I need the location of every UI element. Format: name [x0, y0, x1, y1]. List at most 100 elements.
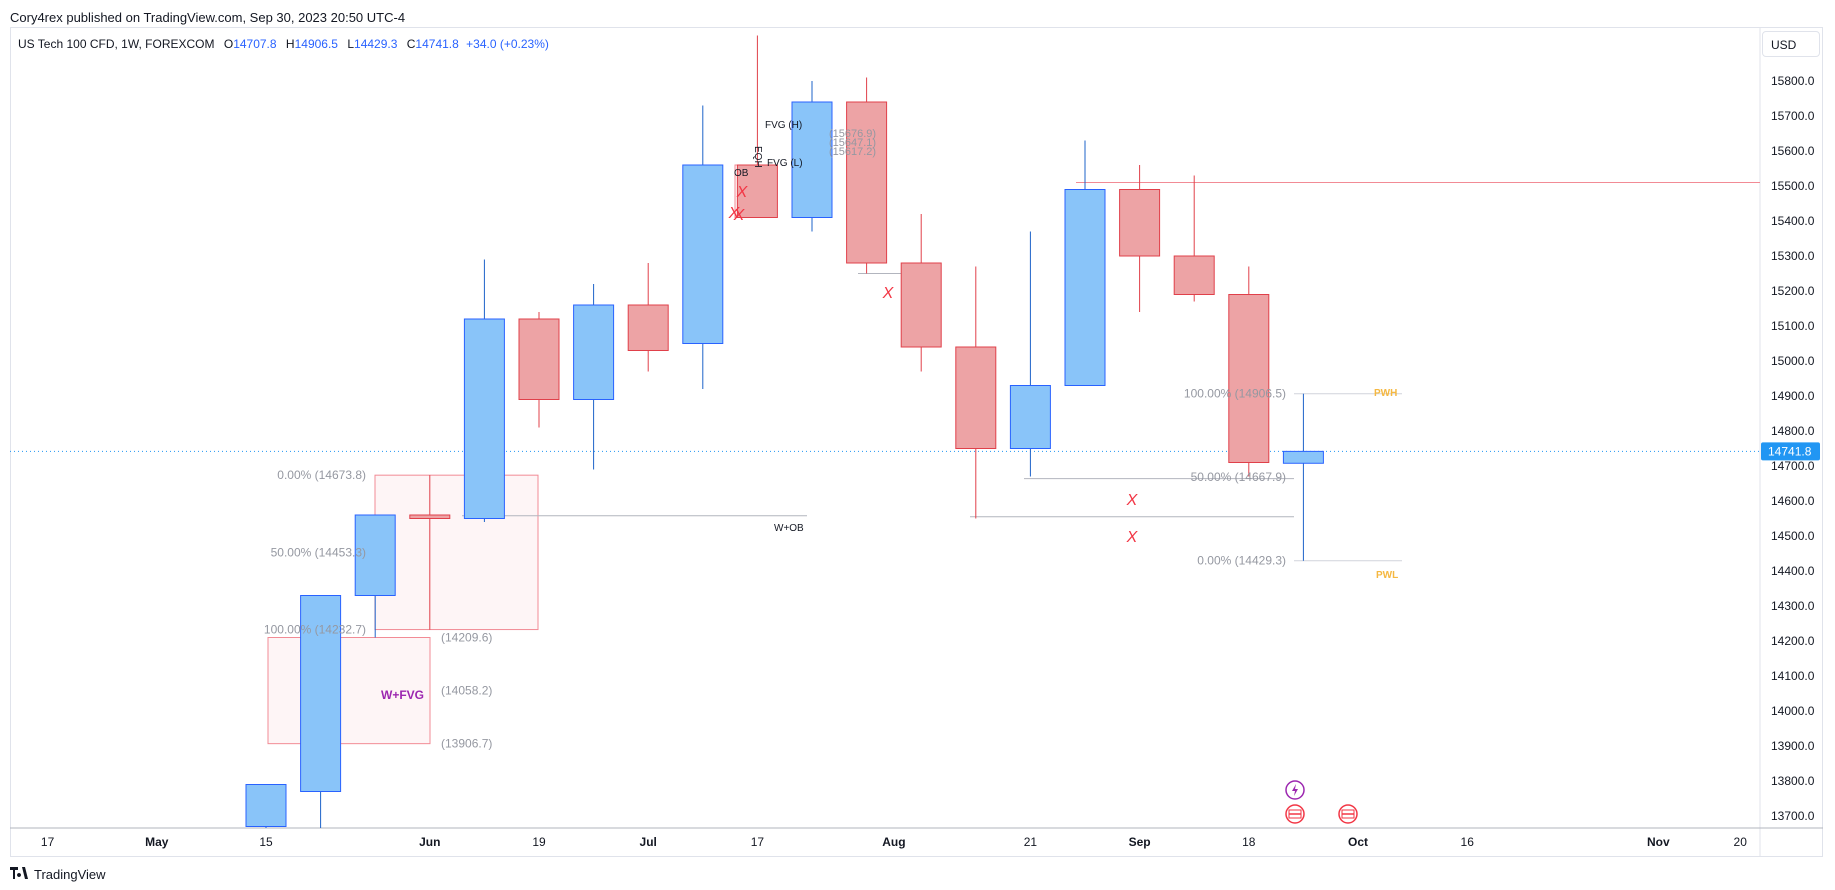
price-tick-label-2: 13900.0	[1771, 739, 1815, 753]
tradingview-logo[interactable]: TradingView	[10, 866, 106, 882]
time-tick-label-12: 16	[1461, 835, 1475, 849]
candle-body[interactable]	[463, 318, 505, 519]
candle-10[interactable]	[791, 81, 833, 232]
symbol-name[interactable]: US Tech 100 CFD, 1W, FOREXCOM	[18, 37, 215, 51]
price-tick-label-12: 14900.0	[1771, 389, 1815, 403]
price-tick-label-18: 15500.0	[1771, 179, 1815, 193]
candle-body[interactable]	[955, 346, 997, 449]
time-tick-label-0: 17	[41, 835, 55, 849]
price-tick-label-17: 15400.0	[1771, 214, 1815, 228]
price-tick-label-15: 15200.0	[1771, 284, 1815, 298]
time-tick-label-7: Aug	[882, 835, 905, 849]
candle-2[interactable]	[354, 514, 396, 638]
candle-4[interactable]	[463, 259, 505, 523]
candle-6[interactable]	[573, 284, 615, 470]
fvg-level-label-1: (14058.2)	[441, 684, 492, 698]
candle-16[interactable]	[1119, 165, 1161, 312]
close-value: 14741.8	[415, 37, 459, 51]
candle-body[interactable]	[573, 304, 615, 400]
candle-8[interactable]	[682, 105, 724, 390]
cross-mark-2: X	[882, 285, 895, 302]
pwh-label: PWH	[1374, 388, 1397, 399]
price-tick-label-0: 13700.0	[1771, 809, 1815, 823]
candle-body[interactable]	[300, 595, 342, 792]
fvg-low-label: FVG (L)	[767, 158, 803, 169]
price-tick-label-9: 14600.0	[1771, 494, 1815, 508]
candle-body[interactable]	[900, 262, 942, 348]
last-price-badge[interactable]	[1761, 442, 1820, 461]
fvg-level-label-2: (13906.7)	[441, 737, 492, 751]
price-axis[interactable]: 13700.0 13800.0 13900.0 14000.0 14100.0 14200…	[1761, 74, 1820, 823]
candle-7[interactable]	[627, 263, 669, 372]
time-axis[interactable]: 17 May 15 Jun 19 Jul 17 Aug 21 Sep 18 Oct 16 Nov 20	[41, 835, 1747, 849]
tradingview-logo-text: TradingView	[34, 866, 106, 882]
time-tick-label-6: 17	[751, 835, 765, 849]
candle-18[interactable]	[1228, 266, 1270, 477]
currency-button[interactable]: USD	[1762, 31, 1820, 57]
fib-right-label-2: 0.00% (14429.3)	[1197, 554, 1286, 568]
candle-9[interactable]	[736, 35, 778, 218]
pwl-label: PWL	[1376, 570, 1398, 581]
symbol-legend[interactable]: US Tech 100 CFD, 1W, FOREXCOM O14707.8 H…	[18, 37, 549, 51]
time-tick-label-13: Nov	[1647, 835, 1670, 849]
cross-mark-3: X	[733, 207, 746, 224]
candle-14[interactable]	[1009, 231, 1051, 477]
candle-body[interactable]	[1064, 189, 1106, 386]
candles-layer[interactable]	[245, 35, 1324, 834]
candle-body[interactable]	[791, 101, 833, 218]
price-tick-label-16: 15300.0	[1771, 249, 1815, 263]
open-value: 14707.8	[233, 37, 277, 51]
candle-13[interactable]	[955, 266, 997, 519]
economic-event-icon-1[interactable]	[1285, 804, 1305, 824]
time-tick-label-1: May	[145, 835, 169, 849]
time-tick-label-3: Jun	[419, 835, 440, 849]
candle-body[interactable]	[1282, 450, 1324, 464]
candle-body[interactable]	[1009, 385, 1051, 449]
candle-body[interactable]	[409, 514, 451, 519]
candle-body[interactable]	[1173, 255, 1215, 295]
time-tick-label-14: 20	[1734, 835, 1748, 849]
lightning-icon	[1292, 784, 1298, 796]
time-tick-label-8: 21	[1024, 835, 1038, 849]
chart-frame	[10, 27, 1823, 857]
time-tick-label-9: Sep	[1129, 835, 1151, 849]
candle-body[interactable]	[1228, 294, 1270, 463]
dividend-event-icon-0[interactable]	[1285, 780, 1305, 800]
price-tick-label-4: 14100.0	[1771, 669, 1815, 683]
candle-1[interactable]	[300, 595, 342, 834]
candle-17[interactable]	[1173, 175, 1215, 302]
fib-right-label-0: 100.00% (14906.5)	[1184, 387, 1286, 401]
candle-15[interactable]	[1064, 140, 1106, 386]
high-value: 14906.5	[294, 37, 338, 51]
candle-body[interactable]	[627, 304, 669, 351]
fvg-high-label: FVG (H)	[765, 120, 802, 131]
candle-11[interactable]	[846, 77, 888, 274]
cross-mark-4: X	[728, 205, 741, 222]
candle-body[interactable]	[846, 101, 888, 264]
price-tick-label-11: 14800.0	[1771, 424, 1815, 438]
price-tick-label-1: 13800.0	[1771, 774, 1815, 788]
candle-3[interactable]	[409, 475, 451, 630]
fib-left-label-0: 0.00% (14673.8)	[277, 468, 366, 482]
candle-body[interactable]	[1119, 189, 1161, 257]
price-tick-label-13: 15000.0	[1771, 354, 1815, 368]
fib-left-label-2: 100.00% (14232.7)	[264, 623, 366, 637]
candle-body[interactable]	[518, 318, 560, 400]
candle-12[interactable]	[900, 214, 942, 372]
candle-5[interactable]	[518, 312, 560, 428]
price-tick-label-8: 14500.0	[1771, 529, 1815, 543]
open-label: O	[223, 37, 234, 51]
candle-body[interactable]	[245, 784, 287, 827]
cross-mark-0: X	[1126, 492, 1139, 509]
ob-zone-box	[374, 474, 539, 631]
economic-event-icon-2[interactable]	[1338, 804, 1358, 824]
candle-body[interactable]	[736, 164, 778, 218]
price-tick-label-10: 14700.0	[1771, 459, 1815, 473]
top-level-label-0: (15676.9)	[829, 128, 876, 140]
w-ob-label: W+OB	[774, 523, 804, 534]
candle-body[interactable]	[354, 514, 396, 596]
candle-body[interactable]	[682, 164, 724, 344]
candle-0[interactable]	[245, 784, 287, 834]
candle-19[interactable]	[1282, 393, 1324, 561]
